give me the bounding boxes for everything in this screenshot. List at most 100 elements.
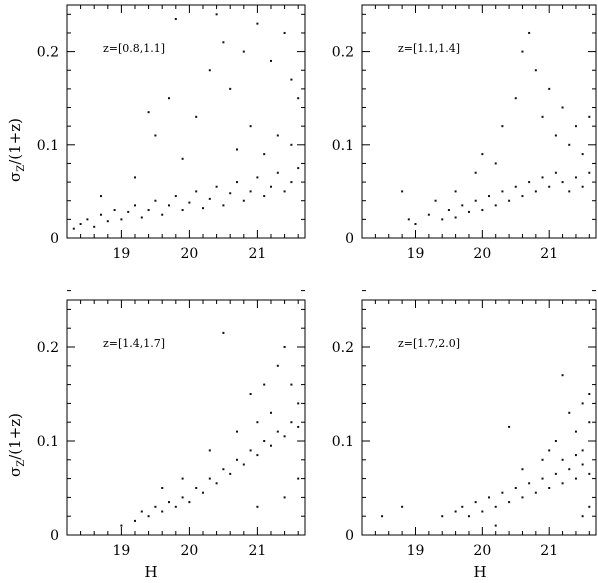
data-point	[208, 477, 211, 480]
panel-2: 19 20 21 0 0.1 0.2 z=[1.1,1.4]	[332, 4, 597, 262]
data-point	[283, 435, 286, 438]
y-tick-label: 0	[345, 528, 354, 544]
data-point	[568, 190, 571, 193]
redshift-annotation: z=[1.4,1.7]	[103, 337, 165, 350]
data-point	[283, 496, 286, 499]
data-point	[188, 201, 191, 204]
x-tick-label: 20	[473, 543, 491, 559]
data-point	[290, 78, 293, 81]
data-point	[541, 115, 544, 118]
data-point	[208, 69, 211, 72]
data-point	[574, 454, 577, 457]
data-point	[256, 454, 259, 457]
data-point	[574, 176, 577, 179]
data-point	[161, 487, 164, 489]
data-point	[276, 364, 279, 367]
x-tick-label: 21	[248, 543, 266, 559]
data-point	[249, 449, 252, 452]
data-point	[548, 449, 551, 452]
plot-frame	[361, 299, 597, 536]
y-tick-label: 0.1	[332, 138, 354, 154]
data-point	[407, 218, 410, 221]
ylabel-top: σZ/(1+z)	[6, 118, 27, 182]
y-tick-label: 0.1	[332, 434, 354, 450]
data-point	[588, 472, 591, 475]
redshift-annotation: z=[1.1,1.4]	[398, 42, 460, 55]
data-point	[554, 171, 557, 174]
data-point	[236, 430, 238, 433]
data-point	[521, 50, 524, 53]
data-point	[581, 463, 584, 466]
data-point	[541, 458, 544, 461]
x-tick-label: 20	[473, 246, 491, 262]
data-point	[229, 192, 232, 195]
data-point	[154, 505, 157, 508]
y-tick-label: 0.2	[37, 45, 59, 61]
data-point	[161, 213, 164, 216]
data-point	[120, 218, 123, 221]
data-point	[514, 97, 517, 100]
data-point	[561, 106, 564, 109]
data-point	[181, 496, 184, 499]
data-point	[263, 440, 266, 442]
data-point	[401, 505, 404, 508]
plot-frame	[66, 299, 306, 536]
data-point	[581, 515, 584, 518]
data-point	[488, 195, 491, 198]
data-point	[242, 50, 245, 53]
data-point	[548, 87, 551, 90]
data-point	[297, 425, 300, 428]
data-point	[534, 491, 537, 494]
data-point	[140, 510, 143, 513]
data-point	[447, 209, 450, 212]
data-point	[561, 458, 564, 461]
data-point	[270, 59, 272, 62]
data-point	[401, 190, 404, 193]
data-point	[276, 134, 279, 137]
xlabel-left: H	[144, 563, 157, 581]
data-point	[127, 210, 130, 213]
data-point	[168, 97, 170, 100]
data-point	[215, 13, 218, 16]
data-point	[236, 458, 238, 461]
data-point	[249, 393, 252, 395]
data-point	[554, 134, 557, 137]
ylabel-bottom: σZ/(1+z)	[6, 413, 27, 477]
data-point	[168, 501, 170, 504]
x-tick-label: 19	[407, 246, 425, 262]
data-point	[494, 204, 497, 207]
data-point	[494, 524, 497, 527]
data-point	[441, 218, 444, 221]
data-point	[501, 125, 504, 128]
x-tick-label: 20	[180, 543, 198, 559]
data-point	[263, 153, 266, 156]
data-point	[501, 491, 504, 494]
data-point	[290, 181, 293, 184]
data-point	[283, 31, 286, 34]
data-point	[541, 477, 544, 480]
data-point	[195, 487, 198, 489]
y-tick-label: 0.1	[37, 138, 59, 154]
y-tick-label: 0.2	[332, 45, 354, 61]
data-point	[256, 505, 259, 508]
data-point	[263, 195, 266, 198]
data-point	[270, 411, 272, 414]
data-point	[208, 197, 211, 200]
data-point	[568, 411, 571, 414]
data-point	[222, 468, 225, 471]
data-point	[181, 477, 184, 480]
data-point	[100, 195, 102, 198]
data-point	[474, 199, 477, 202]
data-point	[588, 421, 591, 424]
data-point	[297, 167, 300, 170]
panel-1: 19 20 21 0 0.1 0.2 z=[0.8,1.1]	[37, 4, 306, 262]
data-point	[528, 181, 531, 184]
data-point	[581, 185, 584, 188]
data-point	[514, 487, 517, 489]
data-point	[174, 195, 177, 198]
data-point	[202, 491, 204, 494]
data-point	[168, 204, 170, 207]
data-point	[134, 204, 136, 207]
data-point	[297, 97, 300, 100]
